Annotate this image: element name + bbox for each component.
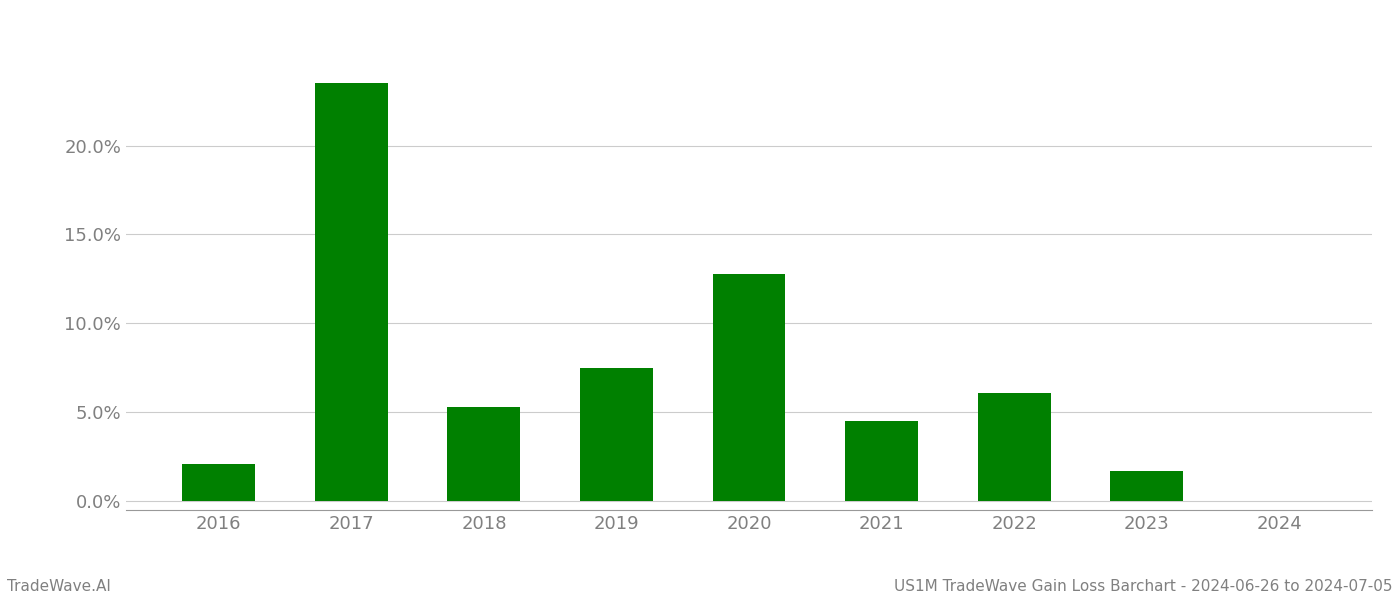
Bar — [1110, 471, 1183, 501]
Text: US1M TradeWave Gain Loss Barchart - 2024-06-26 to 2024-07-05: US1M TradeWave Gain Loss Barchart - 2024… — [895, 579, 1393, 594]
Text: TradeWave.AI: TradeWave.AI — [7, 579, 111, 594]
Bar — [846, 421, 918, 501]
Bar — [182, 464, 255, 501]
Bar — [977, 392, 1050, 501]
Bar — [315, 83, 388, 501]
Bar — [713, 274, 785, 501]
Bar — [448, 407, 521, 501]
Bar — [580, 368, 652, 501]
